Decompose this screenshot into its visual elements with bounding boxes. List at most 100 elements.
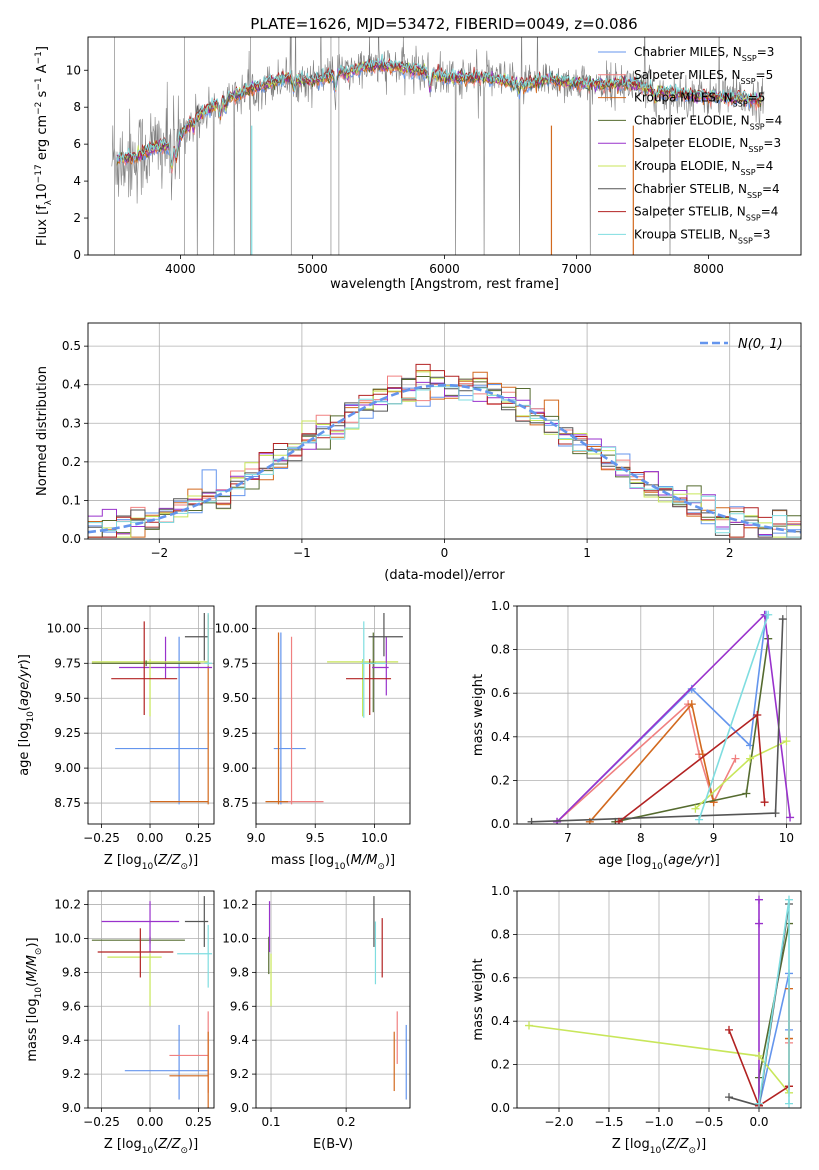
weight-line <box>556 702 737 823</box>
axes-frame <box>87 36 802 256</box>
weight-series <box>691 737 791 813</box>
y-tick-label: 0.3 <box>62 416 81 430</box>
weight-marker <box>709 798 718 807</box>
x-tick-label: 4000 <box>165 262 196 276</box>
errorbar-point <box>107 953 162 1007</box>
x-axis-label: Z [log10(Z/Z⊙)] <box>104 853 198 872</box>
weight-marker <box>786 813 795 822</box>
mass-weight-vs-metallicity-plot: −2.0 −1.5 −1.0 −0.5 0.0 0.0 0.2 0.4 0.6 0.8 1.0 Z [… <box>471 884 802 1156</box>
y-tick-label: 10.2 <box>54 898 81 912</box>
plot-area <box>91 896 213 1108</box>
errorbar-point <box>184 612 209 661</box>
x-tick-label: 5000 <box>297 262 328 276</box>
weight-marker <box>753 711 762 719</box>
errorbar-point <box>169 1031 209 1108</box>
y-tick-label: 1.0 <box>491 599 510 613</box>
x-tick-label: 0.25 <box>185 831 212 845</box>
y-tick-label: 9.2 <box>230 1067 249 1081</box>
x-tick-label: 1 <box>583 546 591 560</box>
errorbar-point <box>97 928 174 978</box>
x-tick-label: 7 <box>564 831 572 845</box>
mass-vs-metallicity-plot: −0.25 0.00 0.25 9.0 9.2 9.4 9.6 9.8 10.0 10.2 Z [l… <box>25 890 215 1156</box>
y-tick-label: 1.0 <box>491 884 510 898</box>
weight-marker <box>755 1051 763 1060</box>
weight-series <box>525 1021 793 1097</box>
y-axis-label: Flux [fλ10−17 erg cm−2 s−1 A−1] <box>34 46 54 246</box>
x-tick-label: 0.1 <box>261 1115 280 1129</box>
weight-marker <box>782 737 791 746</box>
y-tick-label: 0.2 <box>491 773 510 787</box>
weight-line <box>589 702 715 823</box>
weight-marker <box>614 817 623 824</box>
y-tick-label: 9.50 <box>222 691 249 705</box>
y-tick-label: 8.75 <box>54 796 81 810</box>
y-tick-label: 9.75 <box>222 656 249 670</box>
mass-vs-extinction-plot: 0.1 0.2 9.0 9.2 9.4 9.6 9.8 10.0 10.2 E(B-V) <box>222 890 411 1152</box>
plot-area <box>111 37 765 255</box>
plot-area <box>527 610 795 824</box>
x-tick-label: 9 <box>710 831 718 845</box>
y-tick-label: 0 <box>73 248 81 262</box>
weight-marker <box>731 754 740 763</box>
x-tick-label: 10 <box>779 831 794 845</box>
legend-label: Chabrier ELODIE, NSSP=4 <box>634 113 782 130</box>
y-tick-label: 9.2 <box>62 1067 81 1081</box>
axes-frame <box>255 890 411 1109</box>
x-tick-label: 9.0 <box>246 831 265 845</box>
x-tick-label: 2 <box>726 546 734 560</box>
x-axis-label: E(B-V) <box>313 1137 353 1152</box>
errorbar-point <box>368 612 403 657</box>
weight-series <box>553 700 740 824</box>
weight-line <box>615 638 769 823</box>
errorbar-point <box>101 901 180 953</box>
x-axis-label: Z [log10(Z/Z⊙)] <box>104 1137 198 1156</box>
errorbar-point <box>119 636 213 679</box>
plot-area <box>525 895 793 1108</box>
histogram-step-line <box>88 376 801 538</box>
x-axis-label: mass [log10(M/M⊙)] <box>271 853 395 872</box>
x-tick-label: −0.5 <box>694 1115 723 1129</box>
x-tick-label: 0 <box>441 546 449 560</box>
weight-series <box>611 634 773 824</box>
x-tick-label: 6000 <box>429 262 460 276</box>
y-tick-label: 9.00 <box>222 761 249 775</box>
weight-series <box>755 895 793 1108</box>
errorbar-point <box>346 659 392 715</box>
x-axis-label: (data-model)/error <box>384 568 505 583</box>
plot-area <box>265 612 403 805</box>
weight-marker <box>755 919 763 928</box>
errorbar-point <box>115 636 209 805</box>
y-tick-label: 9.50 <box>54 691 81 705</box>
x-tick-label: 7000 <box>561 262 592 276</box>
y-tick-label: 10.0 <box>222 931 249 945</box>
weight-series <box>695 610 773 824</box>
axes-frame <box>87 605 215 825</box>
y-tick-label: 0.6 <box>491 971 510 985</box>
errorbar-point <box>265 632 288 805</box>
weight-marker <box>785 895 793 904</box>
errorbar-point <box>204 612 213 667</box>
weight-marker <box>687 700 696 709</box>
y-tick-label: 9.0 <box>230 1101 249 1115</box>
y-axis-label: mass weight <box>471 674 486 756</box>
x-tick-label: 0.2 <box>337 1115 356 1129</box>
mass-weight-vs-age-plot: 7 8 9 10 0.0 0.2 0.4 0.6 0.8 1.0 age [log10(age/yr… <box>471 599 802 872</box>
weight-marker <box>771 809 780 818</box>
y-tick-label: 0.8 <box>491 643 510 657</box>
y-tick-label: 0.0 <box>491 1101 510 1115</box>
weight-marker <box>764 610 773 619</box>
y-tick-label: 10.0 <box>54 931 81 945</box>
weight-marker <box>755 1099 763 1108</box>
x-tick-label: 0.25 <box>185 1115 212 1129</box>
histogram-step-line <box>88 386 801 538</box>
weight-marker <box>725 1093 733 1102</box>
x-tick-label: −1.5 <box>594 1115 623 1129</box>
y-tick-label: 9.4 <box>62 1033 81 1047</box>
histogram-step-line <box>88 379 801 535</box>
residuals-histogram: −2 −1 0 1 2 0.0 0.1 0.2 0.3 0.4 0.5 (data-model)/er… <box>35 322 802 583</box>
weight-series <box>527 615 787 824</box>
y-axis-label: Normed distribution <box>35 366 50 496</box>
age-vs-mass-plot: 9.0 9.5 10.0 8.75 9.00 9.25 9.50 9.75 10.00 mass … <box>215 605 411 872</box>
plot-area <box>268 896 407 1100</box>
